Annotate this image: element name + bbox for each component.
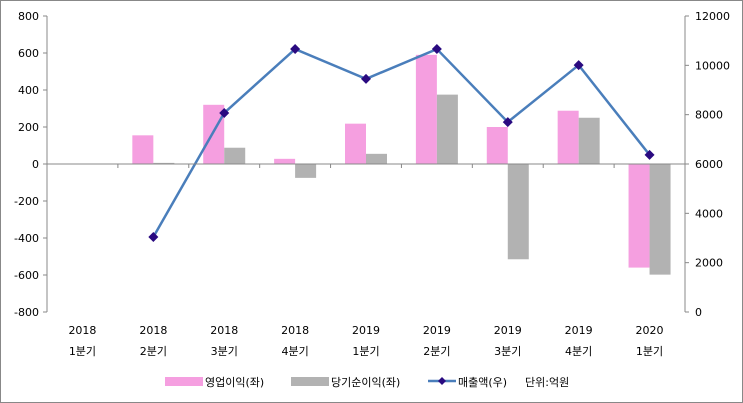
- operating-income-bar: [345, 123, 366, 164]
- net-income-bar: [436, 94, 458, 164]
- category-year-label: 2019: [565, 324, 593, 337]
- legend-swatch-net-income: [291, 377, 329, 386]
- legend-label-operating-income: 영업이익(좌): [205, 376, 264, 389]
- category-quarter-label: 1분기: [69, 345, 96, 358]
- left-tick-label: -400: [14, 232, 39, 245]
- operating-income-bar: [203, 104, 225, 164]
- legend-swatch-operating-income: [165, 377, 203, 386]
- right-tick-label: 10000: [695, 59, 730, 72]
- net-income-bar: [507, 164, 529, 260]
- category-year-label: 2019: [352, 324, 380, 337]
- net-income-bar: [295, 164, 317, 178]
- left-tick-label: -200: [14, 195, 39, 208]
- left-tick-label: 0: [32, 158, 39, 171]
- net-income-bar: [578, 117, 600, 164]
- left-tick-label: 400: [18, 84, 39, 97]
- right-tick-label: 0: [695, 306, 702, 319]
- left-tick-label: -800: [14, 306, 39, 319]
- category-quarter-label: 4분기: [281, 345, 308, 358]
- category-quarter-label: 4분기: [565, 345, 592, 358]
- net-income-bar: [224, 147, 246, 164]
- left-tick-label: 600: [18, 47, 39, 60]
- category-year-label: 2018: [281, 324, 309, 337]
- unit-note: 단위:억원: [525, 376, 569, 389]
- revenue-marker: [361, 73, 371, 84]
- operating-income-bar: [415, 54, 437, 164]
- category-year-label: 2020: [636, 324, 664, 337]
- category-year-label: 2018: [210, 324, 238, 337]
- revenue-marker: [644, 149, 655, 160]
- revenue-marker: [431, 44, 442, 55]
- category-quarter-label: 2분기: [423, 345, 450, 358]
- revenue-line: [152, 47, 651, 238]
- operating-income-bar: [628, 164, 650, 268]
- operating-income-bar: [132, 135, 154, 164]
- right-tick-label: 12000: [695, 10, 730, 23]
- operating-income-bar: [274, 158, 296, 164]
- category-quarter-label: 2분기: [140, 345, 167, 358]
- legend-label-revenue: 매출액(우): [458, 376, 507, 389]
- category-quarter-label: 3분기: [211, 345, 238, 358]
- left-tick-label: 200: [18, 121, 39, 134]
- revenue-marker: [573, 60, 584, 71]
- revenue-marker: [219, 107, 230, 118]
- left-tick-label: -600: [14, 269, 39, 282]
- revenue-marker: [148, 232, 159, 243]
- category-year-label: 2019: [494, 324, 522, 337]
- category-quarter-label: 1분기: [636, 345, 663, 358]
- net-income-bar: [366, 153, 387, 164]
- left-tick-label: 800: [18, 10, 39, 23]
- net-income-bar: [649, 164, 671, 275]
- category-year-label: 2018: [139, 324, 167, 337]
- right-tick-label: 2000: [695, 257, 723, 270]
- right-tick-label: 8000: [695, 109, 723, 122]
- revenue-marker: [502, 117, 513, 128]
- operating-income-bar: [557, 110, 579, 164]
- legend-label-net-income: 당기순이익(좌): [331, 376, 400, 389]
- net-income-bar: [153, 162, 175, 164]
- revenue-marker: [290, 44, 301, 55]
- category-quarter-label: 3분기: [494, 345, 521, 358]
- right-tick-label: 4000: [695, 207, 723, 220]
- legend-marker-revenue: [438, 377, 446, 385]
- category-year-label: 2018: [68, 324, 96, 337]
- right-tick-label: 6000: [695, 158, 723, 171]
- category-year-label: 2019: [423, 324, 451, 337]
- operating-income-bar: [486, 127, 508, 164]
- category-quarter-label: 1분기: [352, 345, 379, 358]
